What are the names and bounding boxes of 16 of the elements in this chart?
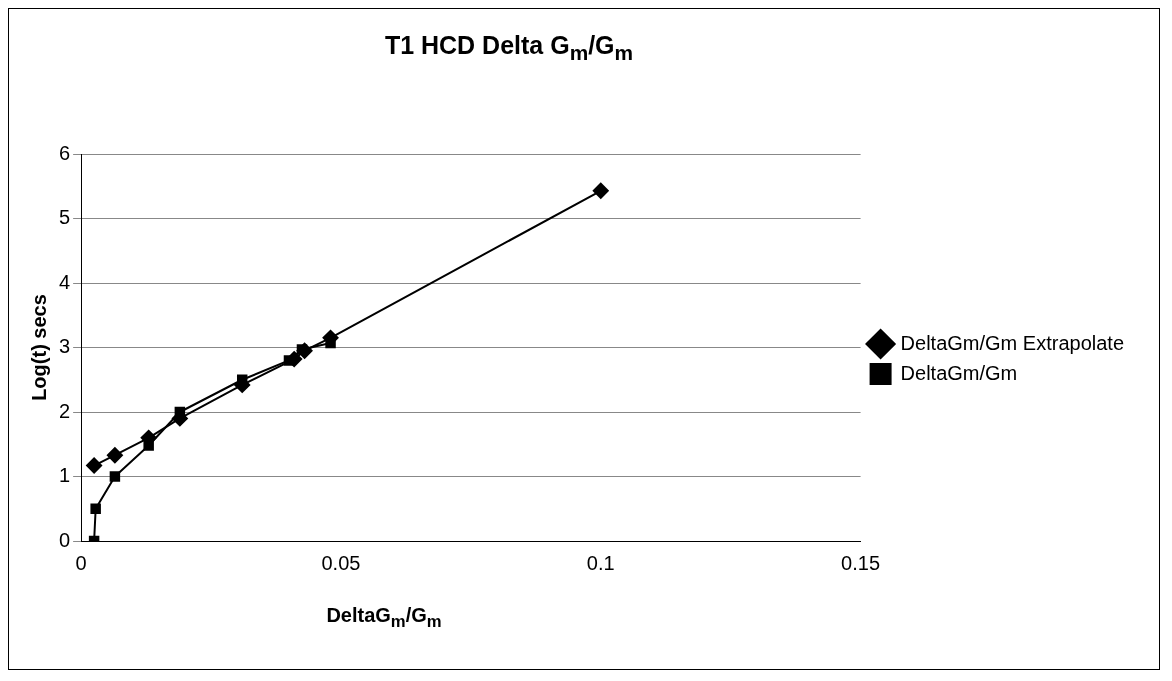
y-tick-label: 4: [59, 270, 71, 293]
x-tick-label: 0.15: [841, 551, 881, 574]
x-axis-title: DeltaG$_{m}$/G$_{m}$: [325, 604, 443, 632]
x-tick-label: 0.1: [586, 551, 615, 574]
x-tick-label: 0: [75, 551, 87, 574]
y-tick-label: 1: [59, 464, 71, 487]
y-tick-label: 3: [59, 335, 71, 358]
y-tick-label: 5: [59, 206, 71, 229]
legend-label: DeltaGm/Gm: [900, 361, 1018, 384]
y-axis-title: Log(t) secs: [27, 294, 50, 401]
chart-title: T1 HCD Delta G$_{m}$/G$_{m}$: [383, 31, 635, 65]
x-tick-label: 0.05: [321, 551, 361, 574]
legend-label: DeltaGm/Gm Extrapolate: [900, 331, 1125, 354]
y-tick-label: 6: [59, 141, 71, 164]
y-tick-label: 0: [59, 528, 71, 551]
y-tick-label: 2: [59, 399, 71, 422]
